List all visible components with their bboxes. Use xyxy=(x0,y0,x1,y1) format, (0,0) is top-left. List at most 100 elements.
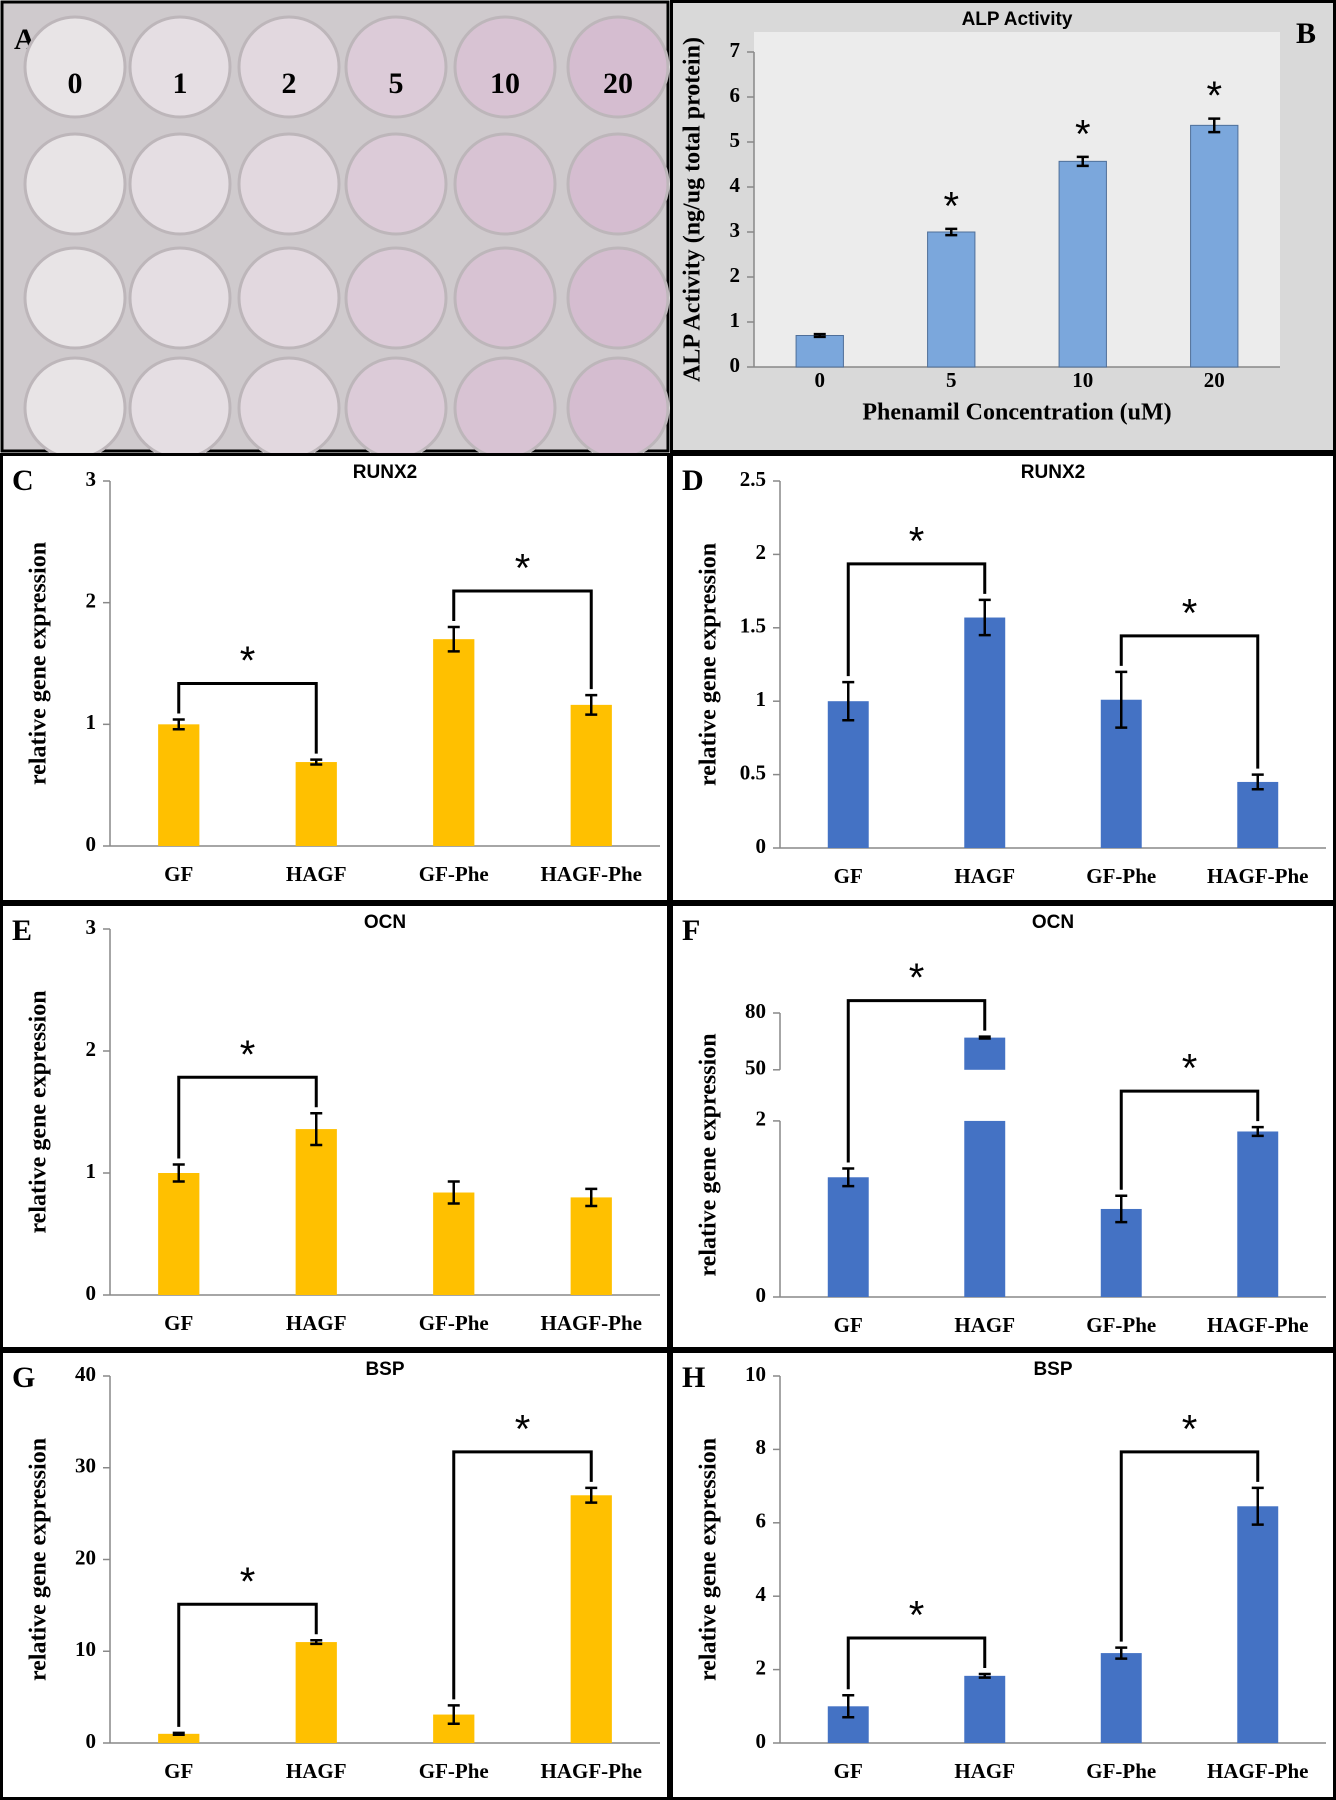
well xyxy=(566,246,670,350)
error-bar xyxy=(310,1638,323,1646)
well-label: 2 xyxy=(282,67,297,100)
significance-star: * xyxy=(909,519,925,563)
y-tick-label: 8 xyxy=(756,1435,767,1459)
error-bar xyxy=(1251,773,1264,791)
significance-star: * xyxy=(515,1407,531,1451)
x-tick-label: GF xyxy=(164,862,193,886)
x-tick-label: GF-Phe xyxy=(419,1311,489,1335)
chart-panel: ALP Activity B ALP Activity (ng/ug total p… xyxy=(670,0,1336,453)
error-bar xyxy=(447,1180,460,1205)
x-tick-label: GF xyxy=(834,864,863,888)
y-tick-label: 7 xyxy=(730,38,741,62)
significance-star: * xyxy=(909,1594,925,1638)
x-axis-label: Phenamil Concentration (uM) xyxy=(862,400,1171,426)
y-axis-label: relative gene expression xyxy=(696,1438,722,1681)
error-bar xyxy=(1251,1125,1264,1138)
y-tick-label: 30 xyxy=(75,1454,96,1478)
well xyxy=(23,15,127,119)
y-tick-label: 2 xyxy=(86,588,97,612)
significance-bracket xyxy=(177,1602,318,1727)
well xyxy=(237,15,341,119)
y-tick-label: 0 xyxy=(756,1729,767,1753)
well xyxy=(344,356,448,460)
x-tick-label: GF xyxy=(164,1311,193,1335)
y-axis-label: relative gene expression xyxy=(26,990,52,1233)
significance-star: * xyxy=(1075,112,1091,156)
error-bar xyxy=(842,680,855,722)
bar xyxy=(1237,1506,1279,1743)
x-tick-label: 0 xyxy=(815,368,826,392)
x-tick-label: HAGF xyxy=(954,864,1015,888)
well xyxy=(566,15,670,119)
y-tick-label: 4 xyxy=(730,173,741,197)
error-bar xyxy=(447,625,460,653)
y-tick-label: 1.5 xyxy=(740,614,766,638)
chart-title: ALP Activity xyxy=(962,9,1073,30)
bar xyxy=(433,1192,475,1295)
y-tick-label: 5 xyxy=(730,128,741,152)
x-tick-label: HAGF-Phe xyxy=(541,1759,642,1783)
well xyxy=(23,246,127,350)
y-tick-label: 0 xyxy=(86,832,97,856)
y-tick-label: 2 xyxy=(756,1107,767,1131)
chart-title: RUNX2 xyxy=(353,462,417,483)
error-bar xyxy=(842,1167,855,1188)
y-tick-label: 3 xyxy=(86,915,97,939)
y-tick-label: 2 xyxy=(756,1655,767,1679)
error-bar xyxy=(1115,670,1128,729)
well-label: 1 xyxy=(173,67,188,100)
well-label: 20 xyxy=(603,67,633,100)
error-bar xyxy=(945,227,958,237)
y-tick-label: 3 xyxy=(86,467,97,491)
y-tick-label: 1 xyxy=(730,308,741,332)
panel-letter: E xyxy=(12,914,32,947)
x-tick-label: HAGF-Phe xyxy=(541,1311,642,1335)
significance-star: * xyxy=(1182,1047,1198,1091)
bar xyxy=(1190,124,1239,368)
well xyxy=(23,132,127,236)
y-tick-label: 40 xyxy=(75,1362,96,1386)
significance-star: * xyxy=(1182,1407,1198,1451)
chart-title: OCN xyxy=(364,912,406,933)
x-tick-label: HAGF-Phe xyxy=(1207,1759,1308,1783)
chart-title: BSP xyxy=(365,1359,404,1380)
y-tick-label: 0.5 xyxy=(740,760,766,784)
y-tick-label: 6 xyxy=(730,83,741,107)
error-bar xyxy=(585,1187,598,1208)
bar xyxy=(1237,781,1279,848)
significance-bracket xyxy=(452,1450,593,1700)
x-tick-label: HAGF-Phe xyxy=(1207,864,1308,888)
bar xyxy=(570,1197,612,1295)
bar xyxy=(158,1173,200,1295)
bar xyxy=(158,724,200,846)
well xyxy=(237,356,341,460)
well xyxy=(453,356,557,460)
chart-title: OCN xyxy=(1032,912,1074,933)
y-tick-label: 2 xyxy=(86,1037,97,1061)
y-tick-label: 1 xyxy=(756,687,767,711)
error-bar xyxy=(172,1731,185,1736)
significance-star: * xyxy=(909,956,925,1000)
y-tick-label: 1 xyxy=(86,710,97,734)
bar xyxy=(964,1120,1006,1297)
well xyxy=(453,132,557,236)
bar xyxy=(827,1177,869,1297)
error-bar xyxy=(978,1035,991,1040)
error-bar xyxy=(1251,1486,1264,1526)
significance-star: * xyxy=(943,184,959,228)
significance-star: * xyxy=(515,547,531,591)
well-label: 5 xyxy=(389,67,404,100)
bar xyxy=(295,1642,337,1743)
y-axis-label: ALP Activity (ng/ug total protein) xyxy=(680,37,706,382)
y-axis-label: relative gene expression xyxy=(696,1033,722,1276)
well xyxy=(566,132,670,236)
well xyxy=(237,132,341,236)
bar xyxy=(1058,160,1107,368)
photo-panel: A 0 1 2 5 10 20 xyxy=(0,0,670,460)
y-tick-label: 0 xyxy=(730,353,741,377)
x-tick-label: HAGF xyxy=(286,862,347,886)
bar xyxy=(570,1495,612,1743)
